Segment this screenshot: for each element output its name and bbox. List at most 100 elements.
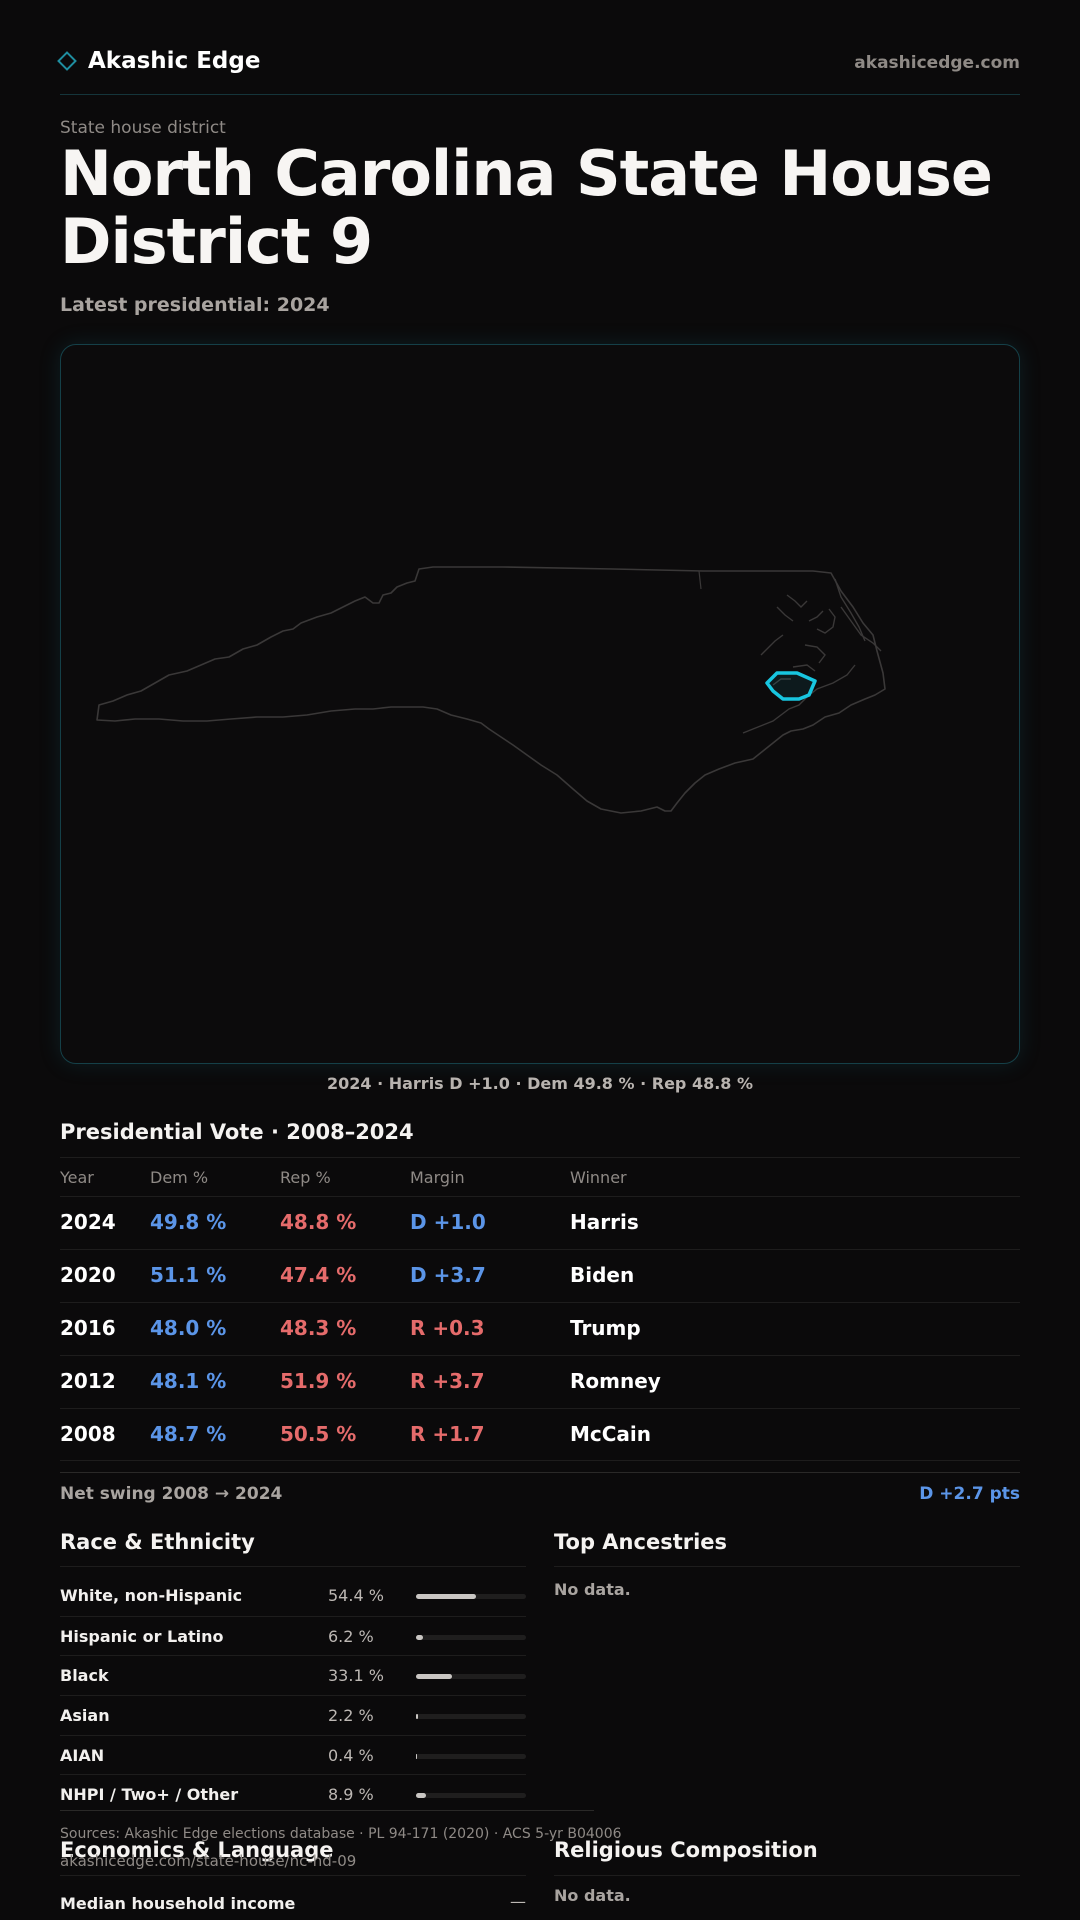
net-swing-value: D +2.7 pts	[919, 1484, 1020, 1504]
ancestries-empty: No data.	[554, 1580, 631, 1599]
econ-label: Median household income	[60, 1894, 296, 1913]
coastline-sound-shore	[742, 606, 882, 734]
cell-year: 2016	[60, 1316, 116, 1340]
col-rep: Rep %	[280, 1168, 331, 1187]
divider	[60, 1875, 526, 1876]
cell-rep: 48.8 %	[280, 1210, 357, 1234]
divider	[554, 1566, 1020, 1567]
race-bar-track	[416, 1635, 526, 1640]
outer-banks-islands	[760, 578, 866, 686]
cell-dem: 48.1 %	[150, 1369, 227, 1393]
cell-year: 2012	[60, 1369, 116, 1393]
cell-dem: 49.8 %	[150, 1210, 227, 1234]
divider	[60, 1460, 1020, 1461]
table-row: 2020 51.1 % 47.4 % D +3.7 Biden	[60, 1249, 1020, 1302]
race-bar-fill	[416, 1674, 453, 1679]
race-row: Hispanic or Latino 6.2 %	[60, 1616, 526, 1656]
table-row: 2016 48.0 % 48.3 % R +0.3 Trump	[60, 1302, 1020, 1355]
virginia-border-spur	[698, 570, 702, 590]
cell-year: 2020	[60, 1263, 116, 1287]
cell-rep: 48.3 %	[280, 1316, 357, 1340]
race-bar-track	[416, 1594, 526, 1599]
cell-year: 2024	[60, 1210, 116, 1234]
cell-winner: Biden	[570, 1263, 635, 1287]
page-url-link[interactable]: akashicedge.com/state-house/nc-hd-09	[60, 1852, 357, 1870]
cell-winner: McCain	[570, 1422, 652, 1446]
race-pct: 33.1 %	[328, 1666, 384, 1685]
race-bar-fill	[416, 1714, 419, 1719]
race-row: Black 33.1 %	[60, 1655, 526, 1695]
net-swing-label: Net swing 2008 → 2024	[60, 1484, 283, 1504]
cell-winner: Harris	[570, 1210, 639, 1234]
col-dem: Dem %	[150, 1168, 209, 1187]
cell-dem: 51.1 %	[150, 1263, 227, 1287]
race-bar-track	[416, 1793, 526, 1798]
district-map[interactable]	[60, 344, 1020, 1064]
table-row: 2012 48.1 % 51.9 % R +3.7 Romney	[60, 1355, 1020, 1408]
race-pct: 2.2 %	[328, 1706, 374, 1725]
state-map-svg	[96, 566, 886, 814]
page-title: North Carolina State House District 9	[60, 137, 993, 278]
econ-value: —	[510, 1892, 526, 1911]
col-margin: Margin	[410, 1168, 465, 1187]
brand[interactable]: Akashic Edge	[57, 48, 261, 74]
race-label: Hispanic or Latino	[60, 1627, 224, 1646]
cell-rep: 50.5 %	[280, 1422, 357, 1446]
cell-winner: Romney	[570, 1369, 661, 1393]
map-caption: 2024 · Harris D +1.0 · Dem 49.8 % · Rep …	[326, 1074, 754, 1093]
race-section-title: Race & Ethnicity	[60, 1530, 255, 1554]
race-label: White, non-Hispanic	[60, 1586, 243, 1605]
brand-name: Akashic Edge	[88, 48, 261, 74]
race-pct: 6.2 %	[328, 1627, 374, 1646]
divider	[60, 1566, 526, 1567]
race-pct: 8.9 %	[328, 1785, 374, 1804]
race-bar-fill	[416, 1594, 476, 1599]
race-label: AIAN	[60, 1746, 105, 1765]
ancestries-section-title: Top Ancestries	[554, 1530, 728, 1554]
religion-empty: No data.	[554, 1886, 631, 1905]
site-url-link[interactable]: akashicedge.com	[854, 53, 1020, 73]
cell-rep: 51.9 %	[280, 1369, 357, 1393]
page-subtitle: Latest presidential: 2024	[60, 294, 330, 316]
race-row: AIAN 0.4 %	[60, 1735, 526, 1775]
economics-section-title: Economics & Language	[60, 1838, 334, 1862]
cell-margin: D +1.0	[410, 1210, 486, 1234]
divider	[60, 1157, 1020, 1158]
cell-margin: R +0.3	[410, 1316, 485, 1340]
cell-dem: 48.0 %	[150, 1316, 227, 1340]
race-bar-fill	[416, 1793, 426, 1798]
race-pct: 54.4 %	[328, 1586, 384, 1605]
table-row: 2008 48.7 % 50.5 % R +1.7 McCain	[60, 1408, 1020, 1461]
cell-winner: Trump	[570, 1316, 641, 1340]
race-bar-track	[416, 1714, 526, 1719]
north-carolina-outline	[96, 566, 886, 814]
race-pct: 0.4 %	[328, 1746, 374, 1765]
cell-margin: R +3.7	[410, 1369, 485, 1393]
diamond-logo-icon	[57, 51, 77, 71]
race-row: NHPI / Two+ / Other 8.9 %	[60, 1774, 526, 1814]
race-bar-track	[416, 1674, 526, 1679]
race-bar-track	[416, 1754, 526, 1759]
race-bar-fill	[416, 1754, 417, 1759]
district-9-highlight[interactable]	[765, 671, 817, 701]
cell-dem: 48.7 %	[150, 1422, 227, 1446]
col-winner: Winner	[570, 1168, 627, 1187]
divider	[554, 1875, 1020, 1876]
cell-year: 2008	[60, 1422, 116, 1446]
page-kicker: State house district	[60, 118, 226, 138]
race-row: Asian 2.2 %	[60, 1695, 526, 1735]
race-label: Asian	[60, 1706, 110, 1725]
header-divider	[60, 94, 1020, 95]
col-year: Year	[60, 1168, 94, 1187]
cell-margin: D +3.7	[410, 1263, 486, 1287]
table-header: Year Dem % Rep % Margin Winner	[60, 1168, 1020, 1198]
sources-note: Sources: Akashic Edge elections database…	[60, 1826, 622, 1842]
cell-margin: R +1.7	[410, 1422, 485, 1446]
footer-divider	[60, 1810, 594, 1811]
presidential-section-title: Presidential Vote · 2008–2024	[60, 1120, 414, 1144]
cell-rep: 47.4 %	[280, 1263, 357, 1287]
divider	[60, 1472, 1020, 1473]
table-row: 2024 49.8 % 48.8 % D +1.0 Harris	[60, 1196, 1020, 1249]
race-row: White, non-Hispanic 54.4 %	[60, 1576, 526, 1616]
race-label: NHPI / Two+ / Other	[60, 1785, 239, 1804]
